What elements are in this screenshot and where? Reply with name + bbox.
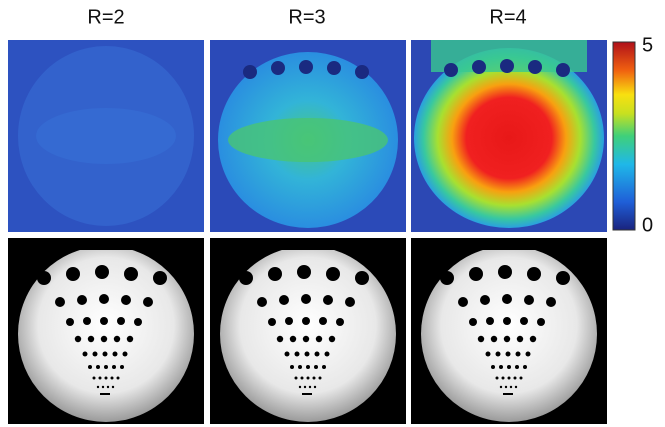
- panel-title: R=2: [87, 6, 124, 28]
- recon-r2: [8, 238, 204, 424]
- colorbar-label: 5: [642, 34, 653, 56]
- recon-r3: [210, 238, 406, 424]
- colorbar-label: 0: [642, 214, 653, 236]
- gmap-r4: [411, 40, 607, 232]
- figure: R=2 R=3 R=4 5 0: [0, 0, 665, 427]
- panel-title: R=4: [489, 6, 526, 28]
- panel-title: R=3: [288, 6, 325, 28]
- gmap-r3: [210, 40, 406, 232]
- recon-r4: [411, 238, 607, 424]
- gmap-r2: [8, 40, 204, 232]
- colorbar: [613, 42, 635, 230]
